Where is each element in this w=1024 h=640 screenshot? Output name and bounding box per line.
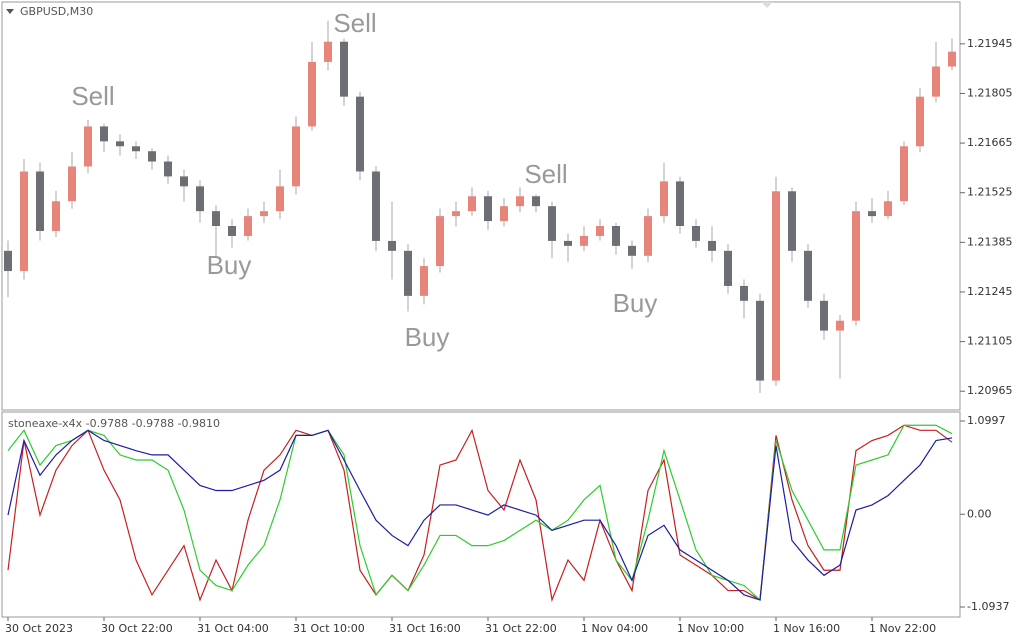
signal-label: Sell [71, 81, 114, 111]
y-tick-label: 1.21525 [967, 186, 1013, 199]
candle-body [692, 226, 700, 241]
candle-body [532, 196, 540, 207]
candle-body [212, 211, 220, 227]
x-tick-label: 1 Nov 10:00 [677, 622, 744, 635]
candle-body [52, 201, 60, 231]
candle-body [660, 181, 668, 217]
candle-body [196, 186, 204, 212]
signal-label: Sell [524, 159, 567, 189]
candle-body [116, 141, 124, 147]
indicator-line [7, 424, 953, 603]
candle-body [852, 211, 860, 321]
price-pane [1, 1, 961, 411]
candle-body [20, 171, 28, 272]
candle-body [612, 226, 620, 246]
candle-body [404, 250, 412, 296]
x-tick-label: 1 Nov 16:00 [773, 622, 840, 635]
candle-body [228, 226, 236, 236]
candle-body [644, 216, 652, 256]
candle-body [564, 240, 572, 246]
candle-body [468, 196, 476, 212]
x-tick-label: 31 Oct 04:00 [197, 622, 269, 635]
y-tick-label: 0.00 [967, 507, 992, 520]
signal-label: Buy [207, 250, 252, 280]
candle-body [820, 300, 828, 331]
y-tick-label: -1.0937 [967, 600, 1009, 613]
candle-body [740, 285, 748, 301]
candle-body [260, 211, 268, 217]
x-tick-label: 1 Nov 22:00 [869, 622, 936, 635]
candle-body [292, 126, 300, 187]
candle-body [100, 126, 108, 142]
candle-body [932, 66, 940, 97]
candle-body [84, 126, 92, 167]
y-tick-label: 1.21385 [967, 235, 1013, 248]
candle-body [580, 235, 588, 246]
x-tick-label: 30 Oct 2023 [5, 622, 73, 635]
shift-marker [761, 2, 773, 8]
candle-body [836, 320, 844, 331]
signal-label: Buy [613, 288, 658, 318]
candle-body [788, 191, 796, 251]
signal-label: Buy [405, 322, 450, 352]
x-tick-label: 31 Oct 10:00 [293, 622, 365, 635]
indicator-title: stoneaxe-x4x -0.9788 -0.9788 -0.9810 [8, 417, 220, 430]
candle-body [676, 181, 684, 227]
x-tick-label: 30 Oct 22:00 [101, 622, 173, 635]
candle-body [4, 250, 12, 272]
candle-body [36, 171, 44, 231]
candle-body [276, 186, 284, 212]
indicator-line [7, 424, 953, 602]
candle-body [388, 240, 396, 251]
candle-body [948, 51, 956, 67]
candle-body [420, 266, 428, 296]
candle-body [500, 206, 508, 222]
candle-body [452, 211, 460, 217]
candle-body [372, 171, 380, 241]
candle-body [772, 191, 780, 381]
candle-body [180, 176, 188, 187]
indicator-pane [1, 411, 961, 618]
y-tick-label: 1.20965 [967, 384, 1013, 397]
candle-body [356, 96, 364, 172]
candle-body [900, 146, 908, 202]
chart-title: GBPUSD,M30 [20, 5, 93, 18]
candle-body [340, 41, 348, 97]
collapse-icon[interactable] [6, 9, 14, 14]
y-tick-label: 1.21105 [967, 335, 1013, 348]
x-tick-label: 1 Nov 04:00 [581, 622, 648, 635]
candle-body [68, 166, 76, 202]
x-tick-label: 31 Oct 16:00 [389, 622, 461, 635]
candle-body [436, 216, 444, 267]
y-tick-label: 1.0997 [967, 414, 1006, 427]
candle-body [756, 300, 764, 381]
candle-body [244, 216, 252, 236]
indicator-line [7, 429, 953, 601]
candle-body [884, 201, 892, 217]
candle-body [484, 196, 492, 222]
candle-body [516, 196, 524, 207]
candle-body [708, 240, 716, 251]
candle-body [324, 41, 332, 62]
candle-body [916, 96, 924, 147]
candle-body [308, 61, 316, 127]
y-tick-label: 1.21805 [967, 86, 1013, 99]
candle-body [148, 151, 156, 162]
signal-label: Sell [333, 8, 376, 38]
y-tick-label: 1.21245 [967, 285, 1013, 298]
candle-body [724, 250, 732, 286]
x-tick-label: 31 Oct 22:00 [485, 622, 557, 635]
candle-body [628, 245, 636, 256]
candle-body [596, 226, 604, 236]
candle-body [164, 161, 172, 177]
y-tick-label: 1.21945 [967, 37, 1013, 50]
candle-body [868, 211, 876, 217]
candle-body [548, 206, 556, 241]
candle-body [804, 250, 812, 301]
y-tick-label: 1.21665 [967, 136, 1013, 149]
candle-body [132, 146, 140, 152]
